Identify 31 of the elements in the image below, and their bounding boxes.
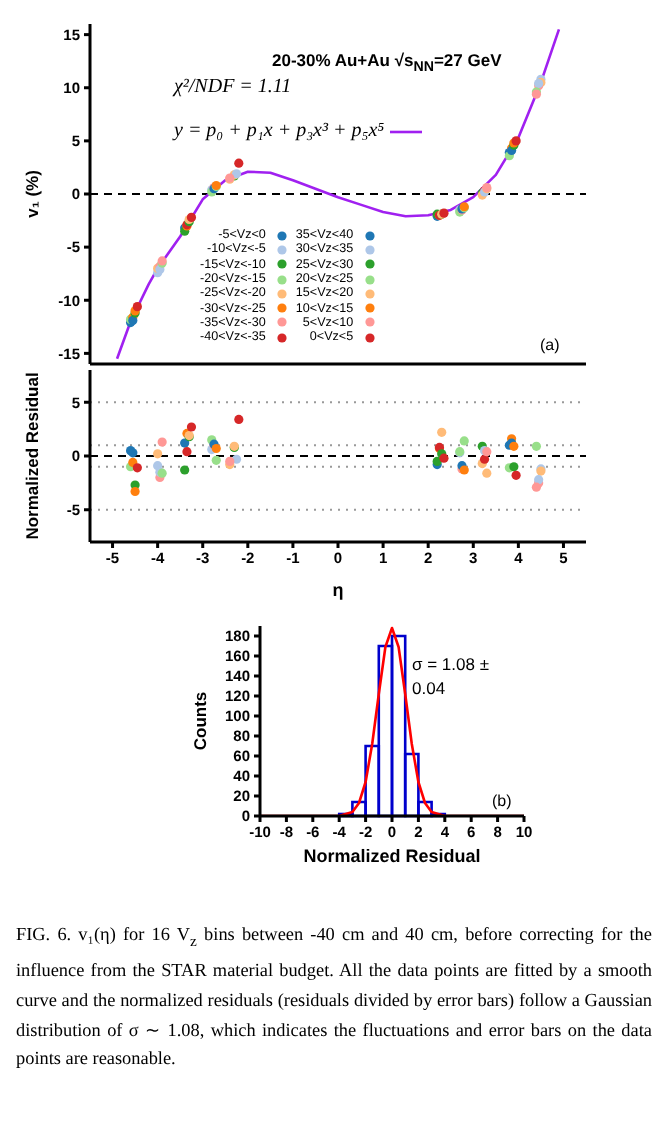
point: [509, 462, 519, 472]
point: [211, 455, 221, 465]
caption: FIG. 6. v₁(η) for 16 V$_{z}$ bins between -40 cm and 40 cm, before correcting for the influence from the STAR material budget. All the data points are fitted by a smooth curve and the normalized residuals (residuals divided by error bars) follow a Gaussian distribution of σ ∼ 1.08, which indicates the fluctuations and error bars on the data points are reasonable.: [16, 922, 652, 1073]
point: [180, 465, 190, 475]
line-series: [115, 28, 561, 360]
text: 20-30% Au+Au √s$_{NN}$=27 GeV: [272, 50, 502, 76]
annotation: (b): [492, 792, 512, 810]
point: [511, 470, 521, 480]
point: [186, 422, 197, 432]
point: [153, 449, 163, 459]
point: [479, 454, 490, 464]
y-axis-title: v₁ (%): [22, 169, 42, 218]
point: [531, 441, 541, 451]
x-axis-title: Normalized Residual: [303, 846, 481, 866]
point: [437, 427, 447, 437]
y-axis-title: Counts: [190, 691, 210, 751]
x-axis-title: η: [332, 580, 344, 600]
point: [182, 447, 192, 457]
point: [234, 158, 244, 168]
annotation: χ²/NDF = 1.11: [174, 76, 292, 98]
point: [180, 438, 190, 448]
y-axis-title: Normalized Residual: [22, 372, 42, 540]
legend-label: y = p₀ + p₁x + p₃x³ + p₅x⁵: [174, 120, 385, 142]
point: [132, 463, 142, 473]
point: [157, 437, 167, 447]
point: [234, 414, 244, 425]
point: [482, 468, 492, 478]
annotation: σ = 1.08 ± 0.04: [412, 652, 492, 700]
point: [459, 436, 469, 446]
annotation: (a): [540, 336, 560, 354]
point: [130, 486, 140, 497]
